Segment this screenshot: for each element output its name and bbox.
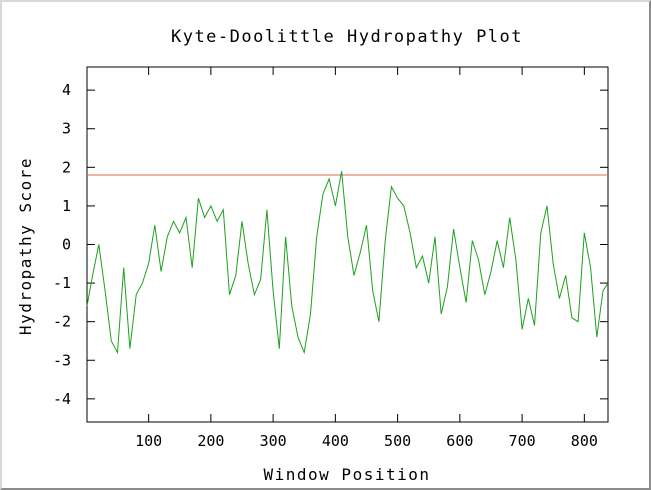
y-axis-label: Hydropathy Score [16,157,35,335]
y-tick-label: -3 [53,351,71,369]
x-tick-label: 300 [260,432,287,450]
x-tick-label: 200 [197,432,224,450]
y-tick-label: 2 [62,158,71,176]
y-tick-label: -1 [53,274,71,292]
y-tick-label: -2 [53,313,71,331]
y-tick-label: 0 [62,236,71,254]
x-tick-label: 700 [509,432,536,450]
y-tick-label: -4 [53,390,71,408]
hydropathy-series-line [86,171,609,355]
plot-area [86,66,609,423]
y-tick-label: 1 [62,197,71,215]
x-tick-label: 400 [322,432,349,450]
chart-title: Kyte-Doolittle Hydropathy Plot [171,27,523,47]
y-tick-label: 4 [62,81,71,99]
x-tick-label: 500 [384,432,411,450]
y-tick-label: 3 [62,120,71,138]
x-tick-label: 100 [135,432,162,450]
x-axis-label: Window Position [264,465,431,484]
x-tick-label: 600 [446,432,473,450]
x-tick-label: 800 [571,432,598,450]
